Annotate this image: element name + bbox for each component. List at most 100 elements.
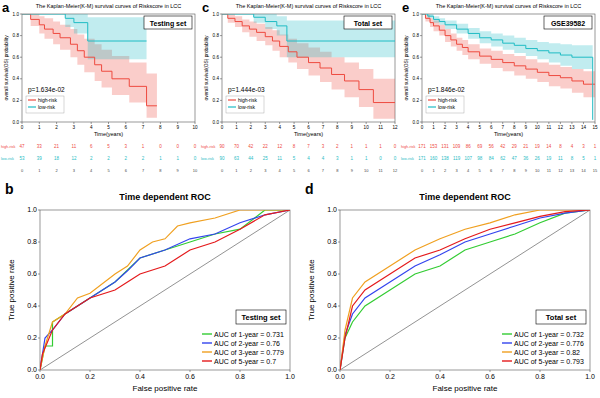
y-tick	[220, 14, 222, 15]
plot-frame	[340, 210, 590, 370]
legend-label: high-risk	[238, 97, 257, 103]
y-tick	[20, 14, 22, 15]
y-tick	[338, 274, 340, 275]
legend-label: low-risk	[38, 104, 55, 110]
y-tick-label: 0.2	[413, 98, 420, 103]
risk-time-label: 9	[351, 168, 354, 173]
y-tick	[420, 57, 422, 58]
risk-count: 4	[571, 144, 574, 149]
risk-time-label: 6	[307, 168, 310, 173]
risk-count: 1	[142, 144, 145, 149]
risk-count: 1	[379, 144, 382, 149]
risk-time-label: 1	[38, 168, 41, 173]
risk-row-label: low-risk	[401, 157, 414, 161]
x-tick-label: 8	[336, 125, 339, 130]
x-tick-label: 5	[107, 125, 110, 130]
y-axis-label: True positive rate	[307, 259, 316, 321]
legend-label: AUC of 5-year = 0.793	[514, 358, 584, 366]
x-tick-label: 2	[250, 125, 253, 130]
y-tick	[420, 78, 422, 79]
x-tick	[440, 370, 441, 372]
risk-time-label: 9	[177, 168, 180, 173]
annotation-box	[144, 16, 192, 29]
risk-count: 2	[107, 156, 110, 161]
risk-count: 47	[512, 156, 518, 161]
x-tick-label: 0.6	[485, 373, 495, 380]
risk-count: 86	[466, 144, 472, 149]
x-tick-label: 12	[558, 125, 564, 130]
x-tick-label: 10	[364, 125, 370, 130]
legend-swatch	[428, 99, 436, 100]
risk-count: 56	[489, 144, 495, 149]
risk-count: 3	[582, 144, 585, 149]
risk-count: 25	[263, 156, 269, 161]
x-tick-label: 1	[38, 125, 41, 130]
x-tick-label: 0.2	[385, 373, 395, 380]
annotation: GSE39582	[551, 20, 585, 27]
panel-letter: a	[2, 0, 10, 15]
y-tick-label: 0.8	[27, 238, 37, 245]
y-tick-label: 0.4	[13, 76, 20, 81]
risk-time-label: 10	[364, 168, 369, 173]
y-tick	[38, 306, 40, 307]
risk-time-label: 3	[264, 168, 267, 173]
panel-letter: e	[402, 0, 409, 15]
x-tick	[390, 370, 391, 372]
y-tick-label: 0.6	[327, 270, 337, 277]
y-tick	[220, 78, 222, 79]
risk-count: 11	[277, 156, 282, 161]
annotation-box	[344, 16, 392, 29]
risk-count: 5	[107, 144, 110, 149]
legend-label: low-risk	[438, 104, 455, 110]
y-tick	[20, 35, 22, 36]
x-tick-label: 1.0	[585, 373, 595, 380]
annotation-box	[236, 310, 286, 324]
legend-box	[26, 96, 64, 113]
y-tick-label: 0.4	[27, 302, 37, 309]
x-tick-label: 9	[525, 125, 528, 130]
km-panel: eThe Kaplan-Meier(K-M) survival curves o…	[401, 0, 598, 173]
risk-time-label: 8	[513, 168, 516, 173]
risk-count: 69	[477, 144, 483, 149]
risk-count: 1	[350, 156, 353, 161]
y-tick	[338, 242, 340, 243]
risk-count: 19	[546, 156, 552, 161]
y-tick-label: 1.0	[413, 12, 420, 17]
x-tick	[140, 370, 141, 372]
legend-box	[426, 96, 464, 113]
risk-time-label: 2	[250, 168, 253, 173]
y-tick-label: 0.8	[13, 33, 20, 38]
x-tick-label: 1	[235, 125, 238, 130]
y-tick-label: 0.2	[13, 98, 20, 103]
legend-swatch	[202, 333, 212, 334]
x-tick-label: 0.0	[35, 373, 45, 380]
risk-count: 1	[176, 156, 179, 161]
x-tick	[240, 370, 241, 372]
risk-count: 7	[307, 144, 310, 149]
x-tick-label: 5	[478, 125, 481, 130]
plot-area	[40, 210, 290, 370]
x-tick-label: 0	[21, 125, 24, 130]
y-tick	[338, 210, 340, 211]
risk-time-label: 3	[455, 168, 458, 173]
risk-time-label: 4	[467, 168, 470, 173]
risk-time-label: 5	[107, 168, 110, 173]
risk-time-label: 0	[221, 168, 224, 173]
x-axis-label: Time(years)	[494, 131, 523, 137]
risk-count: 11	[72, 144, 77, 149]
risk-time-label: 0	[421, 168, 424, 173]
y-tick-label: 0.8	[327, 238, 337, 245]
y-tick	[20, 78, 22, 79]
x-tick-label: 0.4	[435, 373, 445, 380]
survival-curve	[222, 14, 395, 103]
y-tick-label: 0.2	[327, 334, 337, 341]
risk-count: 2	[90, 156, 93, 161]
risk-time-label: 2	[444, 168, 447, 173]
survival-curve	[22, 14, 157, 106]
risk-count: 3	[322, 144, 325, 149]
risk-time-label: 5	[479, 168, 482, 173]
risk-count: 0	[194, 144, 197, 149]
y-axis-label: overall survival(OS) probability	[404, 35, 409, 101]
legend-swatch	[228, 106, 236, 107]
x-axis-label: False positive rate	[133, 384, 198, 393]
